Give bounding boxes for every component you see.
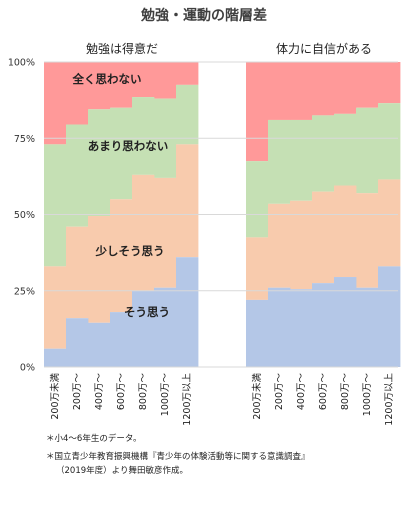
x-tick-panel0-2: 400万〜 (94, 373, 105, 411)
area-panel0-layer3-col6 (176, 62, 199, 85)
area-panel0-layer0-col1 (66, 318, 89, 367)
area-panel0-layer3-col3 (110, 62, 133, 108)
area-panel0-layer2-col0 (44, 144, 67, 267)
label-sukoshi: 少しそう思う (95, 244, 165, 258)
area-panel1-layer0-col1 (268, 287, 291, 367)
area-panel0-layer2-col6 (176, 84, 199, 145)
area-panel1-layer2-col4 (334, 113, 357, 186)
area-panel1-layer0-col5 (356, 287, 379, 367)
area-panel0-layer3-col5 (154, 62, 177, 99)
area-panel0-layer1-col2 (88, 216, 111, 323)
area-panel1-layer2-col2 (290, 119, 313, 201)
area-panel0-layer3-col2 (88, 62, 111, 110)
y-tick-75: 75% (14, 134, 35, 145)
area-panel0-layer2-col4 (132, 97, 155, 175)
x-tick-panel0-1: 200万〜 (72, 373, 83, 411)
y-axis: 0% 25% 50% 75% 100% (8, 58, 35, 374)
note-grade: ＊小4〜6年生のデータ。 (46, 434, 142, 444)
area-panel1-layer0-col4 (334, 277, 357, 367)
area-panel0-layer1-col1 (66, 226, 89, 319)
x-tick-panel1-0: 200万未満 (251, 373, 263, 420)
area-panel0-layer1-col3 (110, 199, 133, 313)
area-panel0-layer1-col6 (176, 144, 199, 258)
panel-title-fitness: 体力に自信がある (276, 41, 372, 56)
y-tick-50: 50% (14, 210, 35, 221)
area-panel0-layer0-col5 (154, 287, 177, 367)
area-panel1-layer1-col3 (312, 191, 335, 284)
x-tick-panel0-5: 1000万〜 (160, 373, 171, 417)
area-panel0-layer0-col0 (44, 348, 67, 367)
area-panel1-layer1-col6 (378, 179, 401, 267)
area-panel1-layer3-col2 (290, 62, 313, 120)
area-panel0-layer2-col1 (66, 124, 89, 227)
panel-title-study: 勉強は得意だ (86, 41, 158, 56)
area-panel1-layer0-col3 (312, 283, 335, 367)
x-tick-panel1-2: 400万〜 (296, 373, 307, 411)
area-panel1-layer1-col1 (268, 203, 291, 288)
area-panel0-layer3-col4 (132, 62, 155, 98)
area-panel0-layer1-col5 (154, 177, 177, 288)
y-tick-100: 100% (8, 58, 35, 69)
area-panel1-layer0-col2 (290, 289, 313, 367)
area-panel0-layer3-col0 (44, 62, 67, 145)
area-panel1-layer3-col0 (246, 62, 269, 162)
x-tick-panel1-5: 1000万〜 (362, 373, 373, 417)
area-panel1-layer1-col4 (334, 185, 357, 278)
x-tick-panel1-3: 600万〜 (318, 373, 329, 411)
x-tick-panel1-4: 800万〜 (340, 373, 351, 411)
chart-title: 勉強・運動の階層差 (140, 7, 267, 24)
area-panel1-layer3-col4 (334, 62, 357, 114)
area-panel1-layer0-col6 (378, 266, 401, 367)
area-panel1-layer1-col0 (246, 237, 269, 300)
note-author: （2019年度）より舞田敏彦作成。 (56, 466, 188, 476)
x-tick-panel0-0: 200万未満 (49, 373, 61, 420)
area-panel1-layer2-col0 (246, 161, 269, 238)
area-panel0-layer1-col4 (132, 174, 155, 291)
x-tick-panel0-6: 1200万以上 (182, 373, 193, 426)
label-mattaku: 全く思わない (72, 72, 142, 86)
area-panel1-layer0-col0 (246, 299, 269, 367)
plot-area (44, 61, 401, 368)
area-panel1-layer3-col6 (378, 62, 401, 104)
area-panel1-layer2-col1 (268, 119, 291, 204)
x-tick-panel0-4: 800万〜 (138, 373, 149, 411)
area-panel0-layer1-col0 (44, 266, 67, 349)
area-panel1-layer3-col3 (312, 62, 335, 116)
area-panel1-layer1-col2 (290, 200, 313, 290)
area-panel0-layer0-col4 (132, 290, 155, 367)
x-axis: 200万未満 200万〜 400万〜 600万〜 800万〜 1000万〜 1200万以上 2… (49, 373, 395, 426)
area-panel1-layer2-col5 (356, 107, 379, 194)
area-panel1-layer2-col6 (378, 103, 401, 180)
x-tick-panel0-3: 600万〜 (116, 373, 127, 411)
area-panel0-layer0-col6 (176, 257, 199, 367)
area-panel1-layer3-col5 (356, 62, 379, 108)
label-soo-omou: そう思う (124, 305, 170, 319)
area-panel0-layer2-col2 (88, 109, 111, 217)
area-panel0-layer0-col2 (88, 322, 111, 367)
area-panel0-layer2-col3 (110, 107, 133, 200)
label-amari: あまり思わない (88, 139, 169, 153)
area-panel0-layer0-col3 (110, 312, 133, 367)
area-panel1-layer2-col3 (312, 115, 335, 192)
y-tick-0: 0% (20, 363, 35, 374)
x-tick-panel1-1: 200万〜 (274, 373, 285, 411)
area-panel1-layer1-col5 (356, 193, 379, 288)
area-panel1-layer3-col1 (268, 62, 291, 120)
area-panel0-layer3-col1 (66, 62, 89, 125)
y-tick-25: 25% (14, 286, 35, 297)
x-tick-panel1-6: 1200万以上 (384, 373, 395, 426)
note-source: ＊国立青少年教育振興機構『青少年の体験活動等に関する意識調査』 (46, 452, 310, 462)
